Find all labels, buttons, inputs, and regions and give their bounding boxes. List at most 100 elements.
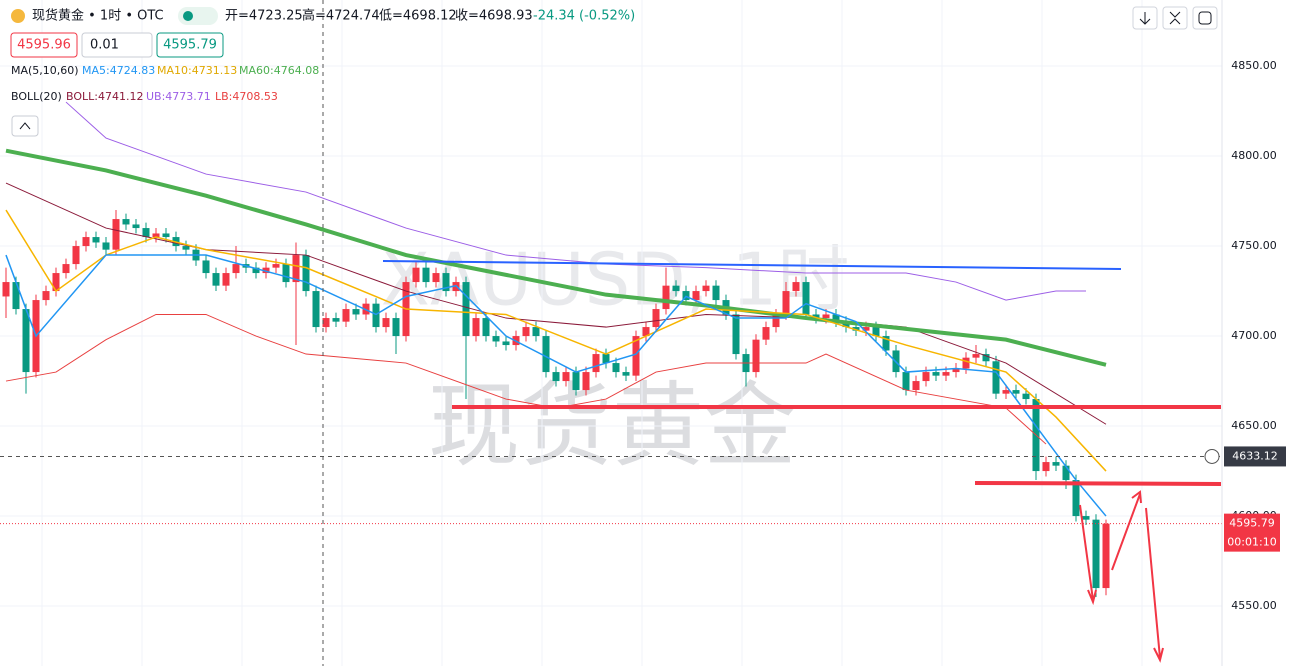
countdown: 00:01:10	[1227, 536, 1276, 549]
fullscreen-button[interactable]	[1192, 6, 1218, 30]
candle-body	[802, 282, 810, 315]
candle-body	[372, 303, 380, 328]
candle-body	[1082, 516, 1090, 520]
y-tick-label: 4650.00	[1231, 419, 1277, 432]
high: 高=4724.74	[302, 8, 380, 24]
symbol-icon	[11, 9, 25, 23]
candle-body	[662, 285, 670, 310]
crosshair-tag	[1224, 446, 1286, 467]
collapse-button[interactable]	[11, 115, 39, 137]
candle-body	[482, 318, 490, 337]
y-tick-label: 4550.00	[1231, 599, 1277, 612]
candle-body	[1092, 519, 1100, 589]
candle-body	[442, 273, 450, 292]
candle-body	[772, 314, 780, 328]
candle-body	[782, 291, 790, 315]
candle-body	[702, 285, 710, 292]
y-tick-label: 4750.00	[1231, 239, 1277, 252]
ma-label[interactable]: MA(5,10,60)	[11, 64, 79, 77]
header: 现货黄金 • 1时 • OTC 开=4723.25 高=4724.74 低=46…	[10, 6, 1218, 137]
candle-body	[62, 264, 70, 274]
candle-body	[812, 314, 820, 319]
candle-body	[632, 336, 640, 376]
y-tick-label: 4850.00	[1231, 59, 1277, 72]
sell-price[interactable]: 4595.96	[17, 38, 71, 53]
candle-body	[952, 368, 960, 373]
candle-body	[72, 246, 80, 265]
candle-body	[652, 309, 660, 328]
candle-body	[272, 264, 280, 268]
candle-body	[1102, 523, 1110, 589]
candle-body	[1072, 480, 1080, 517]
price-axis	[1222, 0, 1290, 666]
watermark: XAUUSD, 1时 现货黄金	[381, 238, 850, 480]
candle-body	[602, 354, 610, 364]
fullscreen-icon	[1198, 11, 1212, 25]
candle-body	[382, 318, 390, 328]
qty[interactable]: 0.01	[90, 38, 119, 53]
candle-body	[532, 327, 540, 337]
candle-body	[2, 282, 10, 297]
collapse-icon	[19, 122, 31, 130]
candle-body	[862, 327, 870, 331]
candle-body	[182, 246, 190, 250]
candle-body	[262, 267, 270, 274]
candle-body	[732, 314, 740, 355]
y-tick-label: 4800.00	[1231, 149, 1277, 162]
candle-body	[902, 372, 910, 391]
indicator-line	[5, 313, 1047, 445]
candle-body	[1002, 390, 1010, 394]
candle-body	[982, 354, 990, 362]
low: 低=4698.12	[379, 9, 457, 24]
candle-body	[92, 237, 100, 243]
last-price-tag	[1224, 513, 1280, 552]
candle-body	[1012, 390, 1020, 394]
candle-body	[872, 327, 880, 337]
candle-body	[82, 237, 90, 247]
candle-body	[912, 381, 920, 391]
indicator-line	[5, 148, 1107, 367]
candle-body	[252, 267, 260, 274]
indicator-line	[5, 254, 1107, 517]
candle-body	[672, 285, 680, 292]
candle-body	[972, 354, 980, 358]
candle-body	[932, 372, 940, 376]
candle-body	[412, 267, 420, 283]
candle-body	[332, 318, 340, 322]
qty-input[interactable]	[81, 32, 153, 58]
candle-body	[572, 372, 580, 391]
candle-body	[852, 327, 860, 331]
candle-body	[822, 314, 830, 319]
candle-body	[142, 228, 150, 238]
candle-body	[832, 314, 840, 322]
candle-body	[422, 267, 430, 283]
candle-body	[992, 361, 1000, 394]
arrow	[1079, 490, 1164, 663]
candle-body	[752, 339, 760, 373]
candle-body	[352, 309, 360, 315]
candle-body	[1022, 393, 1030, 400]
drawings	[382, 260, 1222, 663]
maximize-icon	[1169, 11, 1181, 25]
candle-body	[622, 372, 630, 376]
buy-button[interactable]	[156, 32, 224, 58]
y-tick-label: 4700.00	[1231, 329, 1277, 342]
crosshair-label: 4633.12	[1232, 449, 1278, 462]
scroll-icon	[1139, 12, 1151, 25]
candle-body	[42, 291, 50, 301]
candle-body	[1052, 462, 1060, 466]
candle-body	[562, 372, 570, 382]
symbol[interactable]: 现货黄金 • 1时 • OTC	[32, 8, 164, 24]
sell-button[interactable]	[10, 32, 78, 58]
maximize-button[interactable]	[1162, 6, 1188, 30]
ma10: MA10:4731.13	[157, 64, 237, 77]
candle-body	[212, 273, 220, 286]
candle-body	[612, 363, 620, 373]
boll-label[interactable]: BOLL(20)	[11, 90, 62, 103]
crosshair-icon	[1204, 448, 1220, 464]
candle-body	[542, 336, 550, 373]
candle-body	[202, 260, 210, 274]
buy-price[interactable]: 4595.79	[163, 38, 217, 53]
